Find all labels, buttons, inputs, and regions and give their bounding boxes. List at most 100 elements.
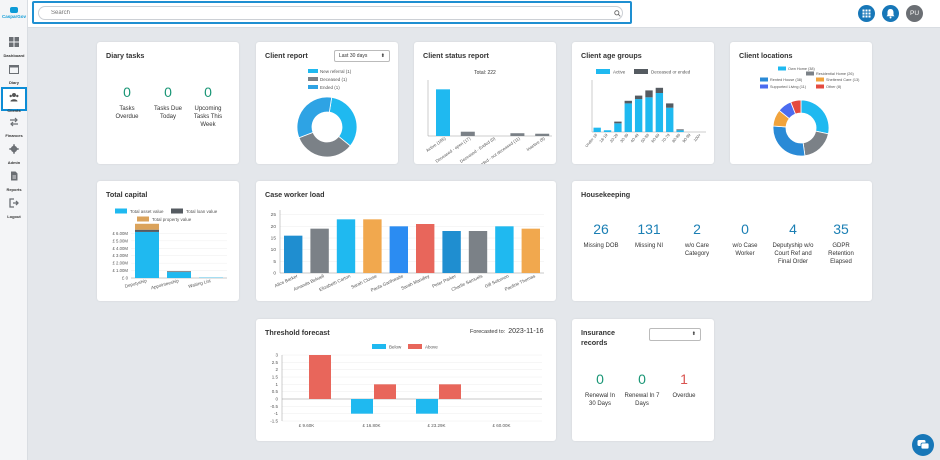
- legend-label: Supported Living (11): [770, 85, 807, 89]
- y-tick-label: £ 2.00M: [112, 261, 128, 266]
- card-title: Client locations: [739, 51, 793, 60]
- bar: [439, 384, 461, 399]
- legend-swatch: [760, 84, 768, 89]
- search-box: [32, 1, 632, 24]
- client-locations-chart: Own Home (38)Residential Home (26) Rented…: [760, 66, 860, 157]
- card-title-line: records: [581, 338, 608, 347]
- search-icon[interactable]: [614, 10, 621, 17]
- x-tick-label: 90-99: [681, 132, 692, 144]
- card-title: Diary tasks: [106, 51, 145, 60]
- users-icon: [9, 93, 19, 102]
- stat-label: Tasks: [119, 106, 135, 112]
- bar-active: [645, 97, 653, 132]
- insurance-stat[interactable]: 0 Renewal In 7 Days: [620, 371, 664, 408]
- bar-segment: [135, 223, 159, 230]
- legend-label: Deceased (1): [320, 77, 348, 82]
- forecast-label-text: Forecasted to:: [470, 329, 506, 335]
- stat-value: 35: [833, 221, 849, 237]
- bar: [495, 226, 514, 273]
- card-title: Housekeeping: [581, 190, 631, 199]
- legend-swatch: [816, 84, 824, 89]
- card-title: Threshold forecast: [265, 328, 330, 337]
- sidebar-item-admin[interactable]: Admin: [1, 141, 27, 165]
- housekeeping-stat[interactable]: 35 GDPR Retention Elapsed: [816, 221, 866, 266]
- sidebar-item-logout[interactable]: Logout: [1, 195, 27, 219]
- bar-segment: [135, 231, 159, 278]
- tasks-overdue-stat[interactable]: 0 Tasks Overdue: [105, 84, 149, 121]
- legend-label: Other (8): [826, 85, 842, 89]
- legend-swatch: [115, 208, 127, 214]
- updown-arrow-icon: ⬍: [380, 53, 385, 59]
- y-tick-label: 15: [271, 236, 277, 242]
- legend-label: Rented House (38): [770, 78, 803, 82]
- housekeeping-stat[interactable]: 26 Missing DOB: [576, 221, 626, 250]
- stat-value: 0: [164, 84, 172, 100]
- y-tick-label: 10: [271, 247, 277, 253]
- insurance-stat[interactable]: 1 Overdue: [662, 371, 706, 400]
- upcoming-tasks-stat[interactable]: 0 Upcoming Tasks This Week: [186, 84, 230, 129]
- pie-slice: [790, 99, 802, 115]
- bar: [416, 224, 435, 273]
- housekeeping-stat[interactable]: 131 Missing NI: [624, 221, 674, 250]
- sidebar-item-reports[interactable]: Reports: [1, 168, 27, 192]
- y-tick-label: 25: [271, 212, 277, 218]
- stat-label: Overdue: [115, 114, 139, 120]
- caspar-logo[interactable]: CasparGov: [2, 7, 26, 25]
- legend-label: New referral (1): [320, 69, 352, 74]
- stat-label: Final Order: [777, 259, 808, 265]
- search-input[interactable]: [38, 6, 623, 20]
- x-tick-label: £ 9.60K: [299, 423, 315, 428]
- x-tick-label: £ 23.29K: [427, 423, 445, 428]
- updown-arrow-icon: ⬍: [691, 331, 696, 337]
- insurance-stat[interactable]: 0 Renewal In 30 Days: [578, 371, 622, 408]
- legend-swatch: [596, 69, 610, 74]
- sidebar-item-label: Dashboard: [3, 53, 25, 58]
- legend-label: Ended (1): [320, 85, 340, 90]
- sidebar-item-diary[interactable]: Diary: [1, 61, 27, 85]
- stat-label: Retention: [828, 251, 854, 257]
- sidebar-item-label: Logout: [7, 214, 21, 219]
- total-capital-card: Total capital Total asset value Total loa…: [97, 181, 239, 301]
- y-tick-label: 1.5: [272, 375, 279, 380]
- housekeeping-stat[interactable]: 0 w/o Case Worker: [720, 221, 770, 258]
- stat-label: Category: [684, 251, 710, 257]
- client-report-chart: New referral (1) Deceased (1) Ended (1): [296, 69, 358, 158]
- bar-active: [624, 103, 632, 132]
- y-tick-label: 0.5: [272, 389, 279, 394]
- stat-label: GDPR: [832, 243, 850, 249]
- chart-title: Total: 222: [474, 70, 496, 76]
- period-select-value: Last 30 days: [339, 53, 368, 59]
- stat-value: 0: [638, 371, 646, 387]
- stat-label: Elapsed: [830, 259, 852, 265]
- logo-text: CasparGov: [2, 14, 27, 19]
- chat-button[interactable]: [912, 434, 934, 456]
- client-status-card: Client status report Total: 222 Active (1…: [414, 42, 556, 164]
- tasks-due-today-stat[interactable]: 0 Tasks Due Today: [146, 84, 190, 121]
- housekeeping-stat[interactable]: 2 w/o Care Category: [672, 221, 722, 258]
- housekeeping-stat[interactable]: 4 Deputyship w/o Court Ref and Final Order: [768, 221, 818, 266]
- notifications-button[interactable]: [882, 5, 899, 22]
- insurance-select[interactable]: ⬍: [649, 328, 701, 341]
- y-tick-label: 20: [271, 224, 277, 230]
- bell-icon: [886, 9, 895, 19]
- user-avatar[interactable]: PU: [906, 5, 923, 22]
- x-tick-label: Ended - not deceased (11): [477, 135, 522, 164]
- bar-deceased: [676, 129, 684, 131]
- legend-swatch: [308, 85, 318, 89]
- bar: [374, 384, 396, 399]
- y-tick-label: 2: [275, 367, 278, 372]
- x-tick-label: Active (185): [425, 135, 447, 153]
- sidebar-item-finances[interactable]: Finances: [1, 114, 27, 138]
- legend-label: Active: [613, 70, 626, 75]
- sidebar-item-clients[interactable]: Clients: [1, 87, 27, 113]
- pie-slice: [772, 125, 806, 157]
- apps-grid-button[interactable]: [858, 5, 875, 22]
- x-tick-label: 70-79: [660, 132, 671, 144]
- bar-deceased: [634, 95, 643, 100]
- bar-deceased: [645, 90, 653, 98]
- period-select[interactable]: Last 30 days ⬍: [334, 50, 390, 62]
- stat-label: Renewal In 7: [624, 393, 660, 399]
- y-tick-label: 1: [275, 382, 278, 387]
- sidebar-item-dashboard[interactable]: Dashboard: [1, 34, 27, 58]
- stat-label: Days: [635, 401, 649, 407]
